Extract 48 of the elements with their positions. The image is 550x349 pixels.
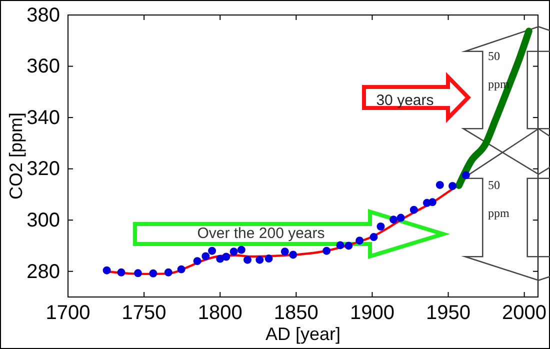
x-tick-label: 2000 <box>502 302 547 324</box>
y-tick-label: 320 <box>26 158 60 180</box>
point <box>177 265 186 274</box>
point <box>356 236 364 245</box>
point <box>390 216 398 224</box>
point <box>237 246 246 254</box>
x-tick-label: 1900 <box>350 302 394 324</box>
point <box>134 269 142 278</box>
point <box>336 241 344 250</box>
point <box>462 171 470 180</box>
point <box>202 252 210 260</box>
y-tick-label: 300 <box>26 209 60 232</box>
x-axis-title: AD [year] <box>265 324 341 344</box>
point <box>102 266 111 274</box>
point <box>428 198 436 206</box>
annotation: 30 years <box>376 92 434 109</box>
point <box>396 214 405 222</box>
point <box>256 256 264 264</box>
x-tick-label: 1800 <box>198 302 242 324</box>
y-tick-label: 380 <box>26 4 60 26</box>
point <box>208 246 216 255</box>
x-tick-label: 1700 <box>46 302 90 324</box>
point <box>222 252 230 261</box>
y-tick-label: 340 <box>26 106 60 129</box>
point <box>280 248 289 256</box>
point <box>164 268 172 276</box>
y-tick-label: 360 <box>26 56 60 78</box>
annotation: 50 ppm <box>488 178 510 220</box>
annotation: Over the 200 years <box>197 225 325 242</box>
point <box>322 246 331 255</box>
point <box>193 257 202 266</box>
point <box>117 268 126 276</box>
point <box>370 233 378 241</box>
x-tick-label: 1850 <box>274 302 318 324</box>
point <box>410 206 418 214</box>
point <box>243 256 252 264</box>
point <box>289 250 298 259</box>
x-tick-label: 1950 <box>426 302 471 324</box>
point <box>448 182 457 190</box>
point <box>376 222 385 230</box>
x-tick-label: 1750 <box>122 302 166 324</box>
point <box>436 180 444 189</box>
y-tick-label: 280 <box>26 260 60 283</box>
y-axis-title: CO2 [ppm] <box>6 112 26 200</box>
point <box>264 254 273 263</box>
point <box>344 242 353 250</box>
point <box>230 248 238 256</box>
point <box>149 269 158 278</box>
